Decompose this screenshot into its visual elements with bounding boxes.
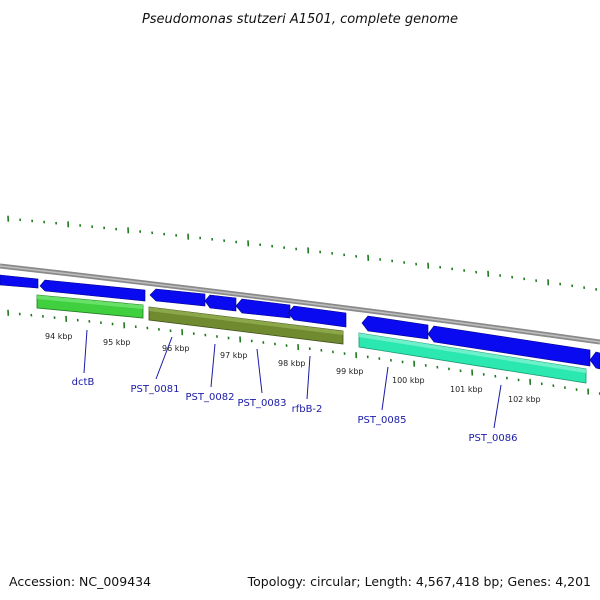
cds-arrow[interactable] xyxy=(0,274,39,289)
gene-labels: dctB PST_0081 PST_0082 PST_0083 rfbB-2 P… xyxy=(72,329,518,444)
cds-arrow[interactable] xyxy=(149,288,206,307)
cds-arrow[interactable] xyxy=(361,315,429,340)
gene-label-rfbB-2[interactable]: rfbB-2 xyxy=(292,404,323,415)
cds-arrow[interactable] xyxy=(287,305,347,328)
kbp-label: 102 kbp xyxy=(508,395,541,404)
kbp-label: 98 kbp xyxy=(278,359,306,368)
cds-track xyxy=(0,274,600,370)
cds-arrow[interactable] xyxy=(204,294,237,312)
kbp-label: 101 kbp xyxy=(450,385,483,394)
gene-label-pst0081[interactable]: PST_0081 xyxy=(131,384,180,395)
kbp-label: 100 kbp xyxy=(392,376,425,385)
kbp-label: 95 kbp xyxy=(103,338,131,347)
gene-label-pst0085[interactable]: PST_0085 xyxy=(358,415,407,426)
cds-arrow[interactable] xyxy=(39,279,146,302)
map-title: Pseudomonas stutzeri A1501, complete gen… xyxy=(142,12,458,27)
kbp-label: 97 kbp xyxy=(220,351,248,360)
cds-arrow[interactable] xyxy=(427,325,591,367)
genome-backbone-highlight xyxy=(0,265,600,343)
cds-arrow[interactable] xyxy=(589,351,600,370)
kbp-label: 94 kbp xyxy=(45,332,73,341)
gene-label-dctB[interactable]: dctB xyxy=(72,377,95,388)
cds-arrow[interactable] xyxy=(235,298,291,319)
accession-text: Accession: NC_009434 xyxy=(9,574,151,589)
kbp-label: 96 kbp xyxy=(162,344,190,353)
topology-text: Topology: circular; Length: 4,567,418 bp… xyxy=(247,574,591,589)
inner-tick-ring xyxy=(7,309,600,395)
kbp-scale: 94 kbp 95 kbp 96 kbp 97 kbp 98 kbp 99 kb… xyxy=(45,332,541,404)
gene-label-pst0086[interactable]: PST_0086 xyxy=(469,433,518,444)
kbp-label: 99 kbp xyxy=(336,367,364,376)
outer-tick-ring xyxy=(7,215,598,291)
gene-bar-track xyxy=(36,294,587,384)
gene-label-pst0082[interactable]: PST_0082 xyxy=(186,392,235,403)
gene-label-pst0083[interactable]: PST_0083 xyxy=(238,398,287,409)
